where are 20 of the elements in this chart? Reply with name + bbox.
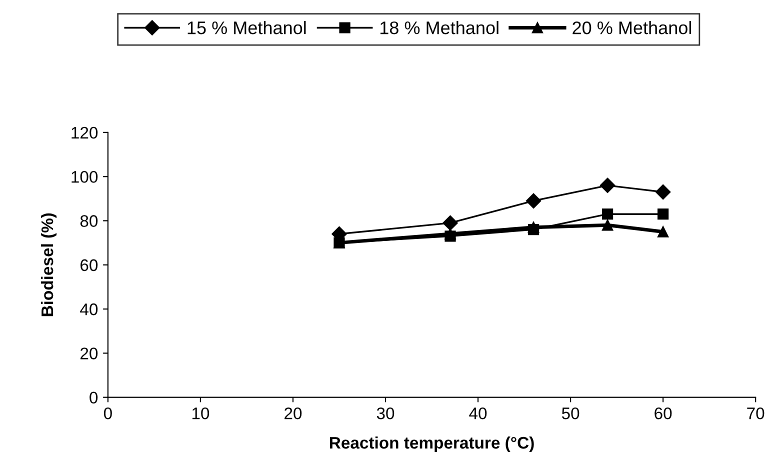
- y-tick-label: 80: [80, 215, 98, 227]
- y-tick-label: 40: [80, 303, 98, 316]
- x-tick-label: 70: [747, 407, 764, 420]
- y-tick-label: 0: [90, 392, 98, 404]
- y-tick-label: 20: [80, 348, 98, 360]
- x-tick-label: 20: [284, 407, 302, 420]
- x-tick-label: 30: [376, 407, 394, 420]
- x-tick-label: 50: [562, 407, 580, 420]
- y-tick-label: 100: [72, 170, 98, 183]
- legend-label: 18 % Methanol: [380, 20, 498, 34]
- x-tick-label: 40: [469, 407, 487, 420]
- x-axis-title: Reaction temperature (°C): [330, 436, 534, 452]
- x-tick-label: 10: [192, 407, 210, 420]
- legend-label: 20 % Methanol: [572, 20, 692, 34]
- y-axis-title: Biodiesel (%): [40, 213, 57, 316]
- y-tick-label: 60: [80, 259, 98, 272]
- x-tick-label: 60: [654, 407, 672, 420]
- y-tick-label: 120: [72, 126, 98, 139]
- x-tick-label: 0: [104, 407, 112, 420]
- legend-label: 15 % Methanol: [188, 20, 306, 34]
